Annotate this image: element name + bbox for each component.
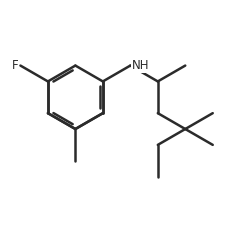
Text: F: F (12, 59, 19, 72)
Text: NH: NH (131, 59, 149, 72)
